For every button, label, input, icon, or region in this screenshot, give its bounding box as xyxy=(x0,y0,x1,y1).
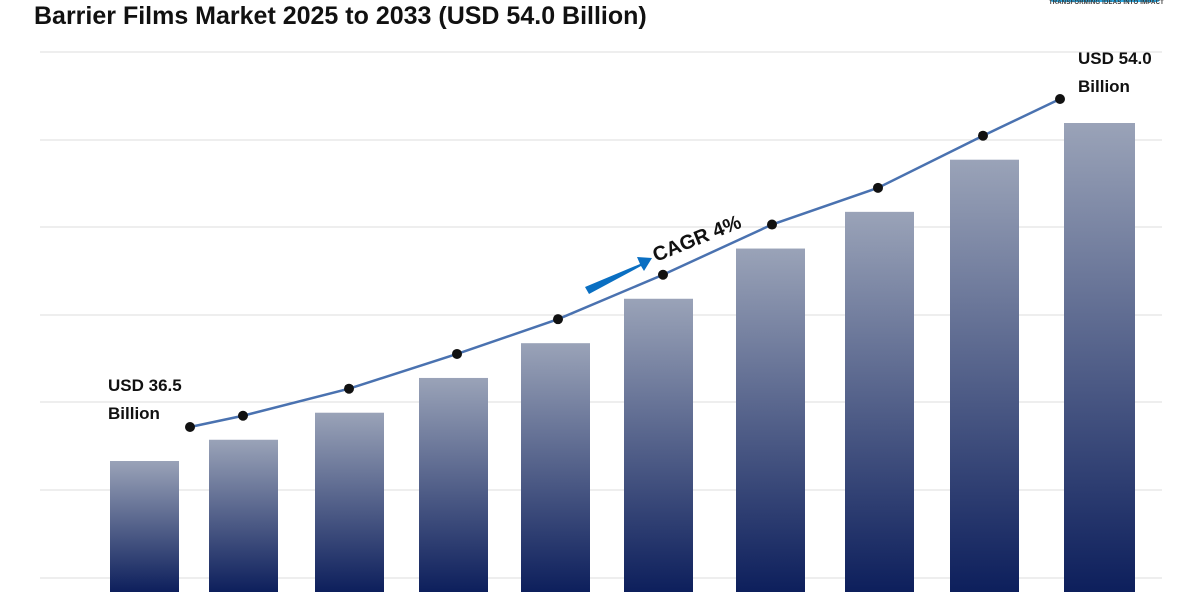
trend-point xyxy=(658,269,668,280)
start-label-line2: Billion xyxy=(108,404,160,423)
bar xyxy=(315,412,384,592)
logo-tagline: TRANSFORMING IDEAS INTO IMPACT xyxy=(1048,0,1164,6)
bar xyxy=(521,343,590,592)
bar xyxy=(624,298,693,592)
bar xyxy=(845,211,914,593)
trend-point xyxy=(238,410,248,421)
bar xyxy=(419,377,488,592)
bar xyxy=(736,248,805,593)
end-label-line1: USD 54.0 xyxy=(1078,49,1152,68)
logo xyxy=(1050,0,1160,2)
trend-point xyxy=(873,182,883,193)
trend-point xyxy=(452,348,462,359)
bar xyxy=(950,159,1019,592)
trend-point xyxy=(767,219,777,230)
chart-title: Barrier Films Market 2025 to 2033 (USD 5… xyxy=(34,2,647,30)
end-label-line2: Billion xyxy=(1078,77,1130,96)
trend-point xyxy=(344,383,354,394)
cagr-arrow xyxy=(585,257,652,294)
bar xyxy=(1064,123,1135,592)
trend-point xyxy=(978,130,988,141)
bar xyxy=(209,439,278,592)
trend-point xyxy=(1055,94,1065,104)
start-label-line1: USD 36.5 xyxy=(108,376,182,395)
trend-line xyxy=(189,97,1061,429)
bar xyxy=(110,461,179,592)
trend-point xyxy=(553,314,563,325)
trend-point xyxy=(185,422,195,432)
